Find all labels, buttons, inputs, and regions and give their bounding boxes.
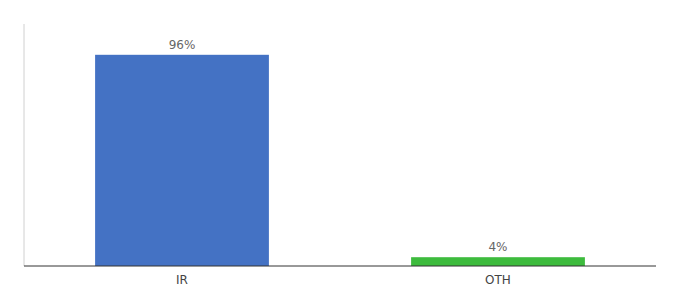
data-label: 4% (488, 240, 507, 254)
bar (95, 55, 269, 266)
x-axis-line (24, 266, 656, 267)
bar (411, 257, 585, 266)
x-tick-label: OTH (485, 273, 511, 287)
bars (95, 55, 585, 266)
data-label: 96% (169, 38, 196, 52)
x-tick-label: IR (176, 273, 188, 287)
chart-container: IR OTH 96% 4% (0, 0, 680, 300)
chart-svg: IR OTH 96% 4% (0, 0, 680, 300)
y-range-line (24, 24, 25, 266)
